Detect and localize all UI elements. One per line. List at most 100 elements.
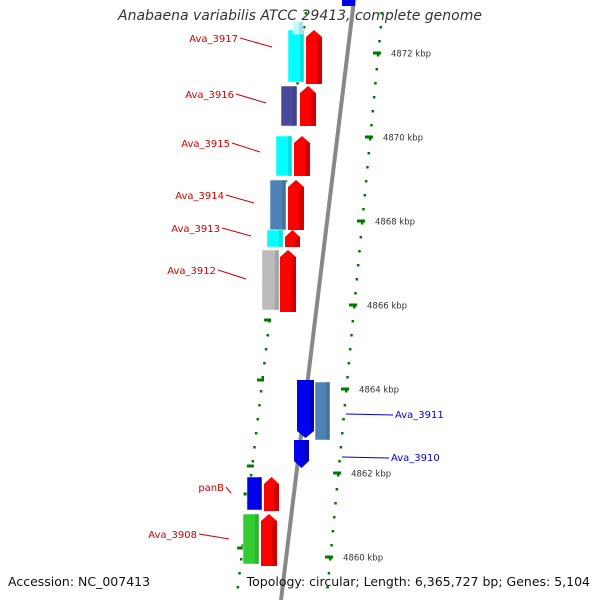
- gene-label-Ava_3915[interactable]: Ava_3915: [181, 139, 230, 150]
- cog-box-Ava_3908[interactable]: [242, 513, 260, 565]
- gene-arrow-Ava_3915[interactable]: [294, 136, 310, 176]
- label-leader-panB: [225, 486, 232, 494]
- track-dot: [344, 390, 348, 393]
- gene-label-Ava_3916[interactable]: Ava_3916: [185, 90, 234, 101]
- track-dot: [263, 362, 266, 365]
- track-dot: [371, 110, 375, 113]
- label-leader-Ava_3916: [235, 93, 267, 104]
- track-dot: [367, 152, 371, 155]
- track-dot: [366, 166, 369, 169]
- arrow-shade: [317, 37, 322, 84]
- track-dot: [296, 82, 299, 85]
- cog-box-Ava_3917[interactable]: [292, 21, 304, 35]
- label-leader-Ava_3908: [198, 533, 230, 540]
- map-title: Anabaena variabilis ATCC 29413, complete…: [118, 8, 482, 24]
- track-dot: [347, 362, 351, 365]
- track-dot: [351, 320, 355, 323]
- arrow-shade: [304, 440, 309, 461]
- track-dot: [342, 418, 345, 421]
- kbp-tick: [357, 219, 366, 223]
- gene-label-Ava_3908[interactable]: Ava_3908: [148, 530, 197, 541]
- track-dot: [359, 236, 363, 239]
- track-dot: [238, 572, 241, 575]
- track-dot: [302, 26, 306, 29]
- gene-arrow-panB[interactable]: [264, 477, 279, 511]
- gene-arrow-Ava_3914[interactable]: [288, 180, 304, 230]
- kbp-label: 4870 kbp: [383, 134, 423, 144]
- cog-box-Ava_3911[interactable]: [314, 381, 331, 441]
- cog-box-panB[interactable]: [246, 476, 263, 511]
- track-dot: [363, 194, 367, 197]
- track-dot: [253, 446, 256, 449]
- track-dot: [330, 544, 333, 547]
- kbp-tick: [372, 51, 381, 55]
- gene-label-Ava_3917[interactable]: Ava_3917: [189, 34, 238, 45]
- gene-label-Ava_3913[interactable]: Ava_3913: [171, 224, 220, 235]
- track-dot: [376, 54, 380, 57]
- track-dot: [380, 12, 384, 15]
- gene-arrow-Ava_3913[interactable]: [285, 230, 300, 247]
- arrow-shade: [295, 237, 300, 247]
- track-dot: [304, 12, 308, 15]
- label-leader-Ava_3914: [225, 194, 255, 204]
- track-dot: [343, 404, 347, 407]
- gene-arrow-Ava_3912[interactable]: [280, 250, 296, 312]
- genome-backbone: [279, 0, 356, 600]
- cog-box-Ava_3916[interactable]: [280, 85, 298, 127]
- track-dot: [356, 264, 360, 267]
- track-dot: [256, 418, 260, 421]
- track-dot: [354, 292, 357, 295]
- cog-box-Ava_3915[interactable]: [275, 135, 293, 177]
- track-dot: [350, 334, 353, 337]
- kbp-label: 4872 kbp: [391, 50, 431, 60]
- kbp-tick: [341, 387, 350, 391]
- track-dot: [249, 474, 253, 477]
- track-dot: [379, 26, 383, 29]
- track-dot: [352, 306, 356, 309]
- gene-label-Ava_3910[interactable]: Ava_3910: [391, 453, 440, 464]
- track-dot: [258, 404, 261, 407]
- kbp-label: 4866 kbp: [367, 302, 407, 312]
- gene-label-Ava_3912[interactable]: Ava_3912: [167, 266, 216, 277]
- track-dot: [328, 558, 332, 561]
- kbp-tick: [325, 555, 334, 559]
- cog-shade: [300, 30, 304, 82]
- track-dot: [364, 180, 368, 183]
- track-tick: [264, 318, 272, 322]
- arrow-shade: [299, 187, 304, 230]
- track-dot: [378, 40, 381, 43]
- track-dot: [332, 516, 336, 519]
- track-dot: [368, 138, 372, 141]
- track-dot: [326, 586, 329, 589]
- cog-box-Ava_3912[interactable]: [261, 249, 280, 311]
- cog-shade: [288, 136, 292, 176]
- track-dot: [355, 278, 359, 281]
- arrow-shade: [305, 143, 310, 176]
- gene-arrow-Ava_3911[interactable]: [297, 380, 314, 438]
- label-leader-Ava_3912: [217, 269, 247, 280]
- label-leader-Ava_3910: [341, 456, 390, 459]
- track-dot: [358, 250, 361, 253]
- track-dot: [327, 572, 331, 575]
- kbp-label: 4868 kbp: [375, 218, 415, 228]
- gene-label-Ava_3911[interactable]: Ava_3911: [395, 410, 444, 421]
- kbp-tick: [364, 135, 373, 139]
- gene-label-Ava_3914[interactable]: Ava_3914: [175, 191, 224, 202]
- gene-arrow-Ava_3917[interactable]: [306, 30, 322, 84]
- gene-arrow-Ava_3908[interactable]: [261, 514, 277, 566]
- track-dot: [370, 124, 373, 127]
- gene-label-panB[interactable]: panB: [198, 483, 224, 494]
- kbp-label: 4860 kbp: [343, 554, 383, 564]
- arrow-shade: [311, 93, 316, 126]
- track-dot: [336, 474, 340, 477]
- track-dot: [266, 334, 269, 337]
- track-dot: [259, 390, 263, 393]
- cog-box-Ava_3913[interactable]: [266, 229, 284, 248]
- gene-arrow-Ava_3910[interactable]: [294, 440, 309, 468]
- cog-shade: [293, 86, 297, 126]
- label-leader-Ava_3913: [221, 227, 252, 237]
- arrow-shade: [291, 257, 296, 312]
- label-leader-Ava_3915: [231, 142, 261, 153]
- gene-arrow-Ava_3916[interactable]: [300, 86, 316, 126]
